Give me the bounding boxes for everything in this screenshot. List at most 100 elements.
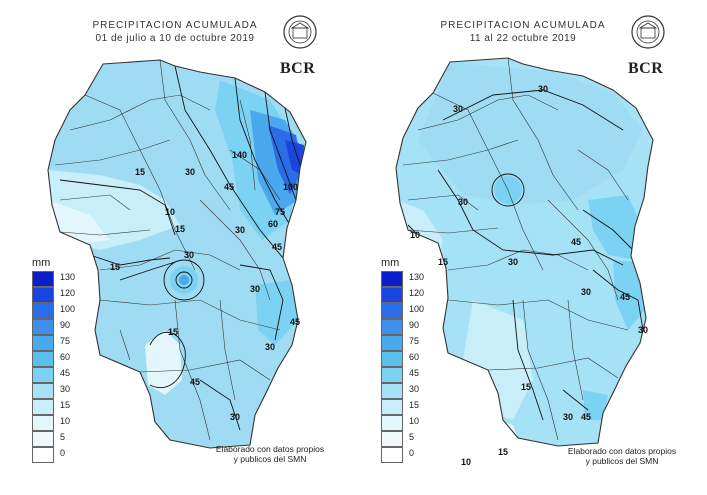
left-precipitation-map: 30 140 45 15 10 30 15 30 30 45 30 15 15 … xyxy=(47,59,307,449)
contour-label: 30 xyxy=(538,84,548,94)
right-precipitation-map: 30 30 30 10 15 30 45 30 45 30 15 30 45 1… xyxy=(395,57,654,467)
legend-label: 0 xyxy=(60,448,66,458)
credit-line: Elaborado con datos propios xyxy=(215,444,325,454)
right-brand: BCR xyxy=(628,60,664,77)
contour-label: 30 xyxy=(458,197,468,207)
legend-label: 90 xyxy=(60,320,71,330)
contour-label: 15 xyxy=(135,167,145,177)
legend-label: 130 xyxy=(409,272,425,282)
legend-label: 15 xyxy=(409,400,420,410)
legend-label: 75 xyxy=(409,336,420,346)
legend-swatch xyxy=(381,351,403,367)
legend-label: 5 xyxy=(409,432,415,442)
legend-label: 120 xyxy=(60,288,76,298)
legend-swatch xyxy=(381,335,403,351)
contour-label: 60 xyxy=(268,219,278,229)
contour-label: 10 xyxy=(410,230,420,240)
legend-swatch xyxy=(32,319,54,335)
legend-label: 10 xyxy=(60,416,71,426)
legend-swatch xyxy=(32,367,54,383)
left-brand: BCR xyxy=(280,60,316,77)
credit-line: y publicos del SMN xyxy=(233,454,307,464)
legend-label: 120 xyxy=(409,288,425,298)
legend-swatch xyxy=(32,399,54,415)
left-title: PRECIPITACION ACUMULADA xyxy=(92,20,258,31)
contour-label: 45 xyxy=(224,182,234,192)
contour-label: 45 xyxy=(272,242,282,252)
right-subtitle: 11 al 22 octubre 2019 xyxy=(469,33,577,44)
legend-label: 45 xyxy=(60,368,71,378)
legend-swatch xyxy=(32,383,54,399)
contour-label: 15 xyxy=(521,382,531,392)
legend-swatch xyxy=(32,351,54,367)
right-credit: Elaborado con datos propios y publicos d… xyxy=(547,446,697,466)
contour-label: 30 xyxy=(235,225,245,235)
contour-label: 30 xyxy=(581,287,591,297)
legend-swatch xyxy=(381,447,403,463)
legend-swatch xyxy=(32,335,54,351)
legend-title: mm xyxy=(32,257,51,269)
legend-swatch xyxy=(381,399,403,415)
contour-label: 45 xyxy=(571,237,581,247)
contour-label: 10 xyxy=(165,207,175,217)
contour-label: 30 xyxy=(185,167,195,177)
contour-label: 15 xyxy=(168,327,178,337)
legend-label: 45 xyxy=(409,368,420,378)
contour-label: 140 xyxy=(232,150,247,160)
legend-swatch xyxy=(381,383,403,399)
legend-swatch xyxy=(32,287,54,303)
legend-label: 60 xyxy=(60,352,71,362)
legend-label: 0 xyxy=(409,448,415,458)
contour-label: 75 xyxy=(275,207,285,217)
left-panel: PRECIPITACION ACUMULADA 01 de julio a 10… xyxy=(0,0,353,495)
contour-label: 45 xyxy=(581,412,591,422)
contour-label: 30 xyxy=(453,104,463,114)
legend-label: 75 xyxy=(60,336,71,346)
legend-label: 100 xyxy=(60,304,76,314)
legend-label: 90 xyxy=(409,320,420,330)
contour-label: 45 xyxy=(190,377,200,387)
legend-swatch xyxy=(381,415,403,431)
contour-label: 10 xyxy=(461,457,471,467)
legend-title: mm xyxy=(381,257,400,269)
legend-swatch xyxy=(381,367,403,383)
contour-label: 30 xyxy=(508,257,518,267)
contour-label: 100 xyxy=(283,182,298,192)
contour-label: 15 xyxy=(110,262,120,272)
legend-label: 5 xyxy=(60,432,66,442)
legend-swatch xyxy=(32,447,54,463)
contour-label: 30 xyxy=(265,342,275,352)
legend-label: 10 xyxy=(409,416,420,426)
legend-swatch xyxy=(381,431,403,447)
legend-label: 60 xyxy=(409,352,420,362)
contour-label: 45 xyxy=(620,292,630,302)
legend-swatch xyxy=(381,287,403,303)
left-subtitle: 01 de julio a 10 de octubre 2019 xyxy=(95,33,255,44)
legend-label: 100 xyxy=(409,304,425,314)
legend-label: 30 xyxy=(60,384,71,394)
legend-swatch xyxy=(32,303,54,319)
left-credit: Elaborado con datos propios y publicos d… xyxy=(195,444,345,464)
contour-label: 30 xyxy=(250,284,260,294)
contour-label: 15 xyxy=(175,224,185,234)
credit-line: y publicos del SMN xyxy=(585,456,659,466)
legend-swatch xyxy=(32,431,54,447)
legend-label: 130 xyxy=(60,272,76,282)
contour-label: 15 xyxy=(498,447,508,457)
legend-swatch xyxy=(381,303,403,319)
legend-swatch xyxy=(32,415,54,431)
legend-label: 15 xyxy=(60,400,71,410)
contour-label: 30 xyxy=(230,412,240,422)
legend-swatch xyxy=(381,271,403,287)
contour-label: 30 xyxy=(184,250,194,260)
legend-label: 30 xyxy=(409,384,420,394)
right-panel: PRECIPITACION ACUMULADA 11 al 22 octubre… xyxy=(353,0,706,495)
bcr-seal-icon xyxy=(282,14,318,50)
right-title: PRECIPITACION ACUMULADA xyxy=(440,20,606,31)
contour-label: 15 xyxy=(438,257,448,267)
legend-swatch xyxy=(381,319,403,335)
bcr-seal-icon xyxy=(630,14,666,50)
contour-label: 45 xyxy=(290,317,300,327)
contour-label: 30 xyxy=(638,325,648,335)
legend-swatch xyxy=(32,271,54,287)
